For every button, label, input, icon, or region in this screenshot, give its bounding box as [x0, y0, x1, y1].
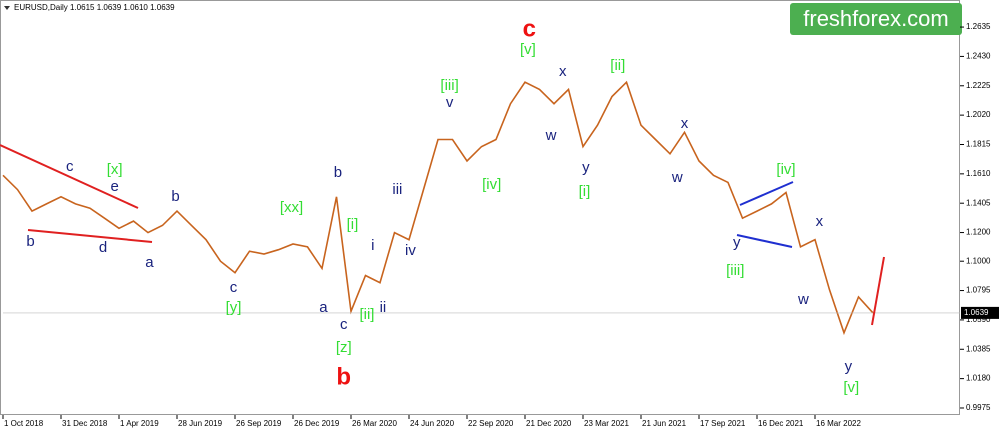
wave-label: [iv]	[776, 161, 795, 178]
x-tick-label: 26 Dec 2019	[294, 419, 340, 428]
x-tick-label: 26 Mar 2020	[352, 419, 397, 428]
symbol-marker	[4, 6, 10, 10]
wave-label: y	[582, 159, 590, 176]
wave-label: [i]	[347, 216, 359, 233]
y-tick-label: 1.0385	[966, 344, 991, 353]
wave-label: b	[334, 164, 342, 181]
y-tick-label: 1.1200	[966, 228, 991, 237]
wave-label: x	[816, 213, 824, 230]
wave-label: [x]	[107, 161, 123, 178]
wave-label: a	[145, 254, 154, 271]
x-tick-label: 17 Sep 2021	[700, 419, 746, 428]
x-tick-label: 1 Oct 2018	[4, 419, 44, 428]
wave-label: [y]	[226, 299, 242, 316]
y-tick-label: 1.0180	[966, 374, 991, 383]
trend-line	[0, 144, 139, 209]
chart-title: EURUSD,Daily 1.0615 1.0639 1.0610 1.0639	[14, 3, 175, 12]
wave-label: y	[733, 234, 741, 251]
wave-label: b	[336, 363, 351, 390]
x-tick-label: 21 Dec 2020	[526, 419, 572, 428]
brand-box	[790, 3, 962, 35]
wave-label: [ii]	[359, 306, 374, 323]
last-price-label: 1.0639	[964, 308, 989, 317]
forecast-line	[871, 256, 885, 326]
y-tick-label: 1.1405	[966, 198, 991, 207]
price-line	[2, 80, 874, 336]
wave-label: c	[66, 158, 74, 175]
x-tick-label: 21 Jun 2021	[642, 419, 687, 428]
wave-label: [v]	[843, 379, 859, 396]
y-tick-label: 1.2635	[966, 22, 991, 31]
x-tick-label: 24 Jun 2020	[410, 419, 455, 428]
y-tick-label: 1.2430	[966, 52, 991, 61]
y-tick-label: 1.2020	[966, 110, 991, 119]
x-tick-label: 26 Sep 2019	[236, 419, 282, 428]
wave-label: i	[371, 237, 374, 254]
wave-label: v	[446, 94, 454, 111]
wave-label: [v]	[520, 41, 536, 58]
wave-label: d	[99, 239, 107, 256]
wave-label: [iv]	[482, 176, 501, 193]
x-tick-label: 23 Mar 2021	[584, 419, 629, 428]
wave-label: [iii]	[726, 262, 744, 279]
triangle-line	[736, 234, 793, 248]
wave-label: [z]	[336, 339, 352, 356]
trend-line	[27, 229, 153, 243]
wave-label: c	[230, 279, 238, 296]
brand: freshforex.com	[803, 6, 949, 31]
wave-label: ii	[380, 299, 387, 316]
y-tick-label: 0.9975	[966, 403, 991, 412]
x-tick-label: 16 Mar 2022	[816, 419, 861, 428]
wave-label: y	[845, 358, 853, 375]
triangle-line	[739, 181, 794, 206]
y-tick-label: 1.0590	[966, 315, 991, 324]
wave-label: b	[26, 233, 34, 250]
x-tick-label: 1 Apr 2019	[120, 419, 159, 428]
wave-label: w	[545, 127, 557, 144]
plot-frame	[0, 0, 960, 415]
wave-label: c	[340, 316, 348, 333]
wave-label: b	[171, 188, 179, 205]
y-tick-label: 1.0795	[966, 286, 991, 295]
wave-label: [iii]	[440, 77, 458, 94]
last-price-box	[961, 306, 999, 319]
y-tick-label: 1.2225	[966, 81, 991, 90]
wave-label: iii	[392, 181, 402, 198]
wave-label: [xx]	[280, 199, 303, 216]
wave-label: a	[319, 299, 328, 316]
wave-label: [ii]	[610, 57, 625, 74]
wave-label: w	[671, 169, 683, 186]
x-tick-label: 22 Sep 2020	[468, 419, 514, 428]
y-tick-label: 1.1610	[966, 169, 991, 178]
wave-label: c	[523, 15, 536, 42]
wave-label: w	[797, 291, 809, 308]
wave-label: e	[110, 178, 118, 195]
x-tick-label: 16 Dec 2021	[758, 419, 804, 428]
y-tick-label: 1.1000	[966, 256, 991, 265]
x-tick-label: 28 Jun 2019	[178, 419, 223, 428]
wave-label: x	[559, 63, 567, 80]
y-tick-label: 1.1815	[966, 140, 991, 149]
wave-label: iv	[405, 242, 416, 259]
wave-label: [i]	[579, 183, 591, 200]
wave-label: x	[681, 115, 689, 132]
x-tick-label: 31 Dec 2018	[62, 419, 108, 428]
